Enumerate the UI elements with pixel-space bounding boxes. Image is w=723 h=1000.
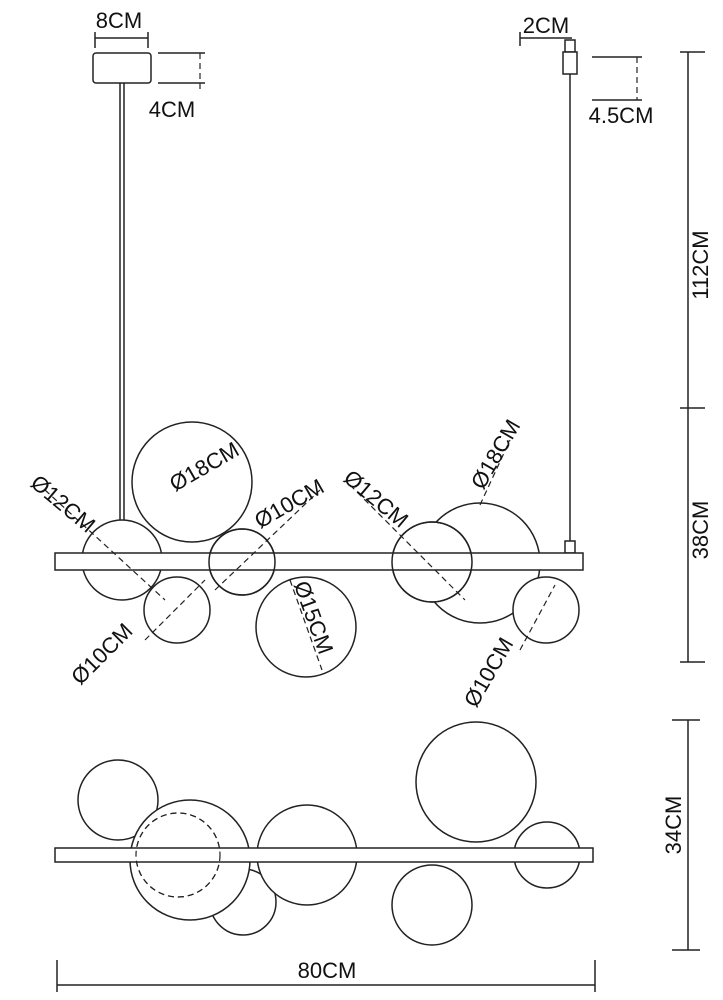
shade <box>131 421 253 543</box>
shade-outline <box>135 812 221 898</box>
dim-label: 4CM <box>149 97 195 122</box>
leader-line <box>349 484 466 601</box>
connector <box>564 39 576 53</box>
leader-line <box>289 579 323 671</box>
dim-label: 112CM <box>688 230 713 299</box>
connector <box>562 51 578 75</box>
shade <box>415 721 537 843</box>
canopy <box>92 52 152 84</box>
shade <box>512 576 580 644</box>
shade-label: Ø12CM <box>339 465 413 533</box>
leader-line <box>519 584 556 651</box>
shade <box>143 576 211 644</box>
bar <box>54 552 584 571</box>
shade <box>255 576 357 678</box>
leader-line <box>144 579 206 641</box>
dim-label: 8CM <box>96 8 142 33</box>
shade-label: Ø10CM <box>250 474 328 534</box>
shade-label: Ø10CM <box>459 633 519 711</box>
dim-label: 4.5CM <box>589 103 654 128</box>
bar <box>54 847 594 863</box>
shade-label: Ø18CM <box>466 415 526 493</box>
cable-clamp <box>564 540 576 554</box>
shade <box>391 864 473 946</box>
shade <box>208 528 276 596</box>
shade-label: Ø12CM <box>26 470 100 538</box>
shade-label: Ø10CM <box>66 618 137 689</box>
leader-line <box>479 439 511 506</box>
dim-label: 38CM <box>688 501 713 560</box>
dim-label: 80CM <box>298 958 357 983</box>
leader-line <box>44 489 166 601</box>
dim-label: 34CM <box>661 796 686 855</box>
shade <box>391 521 473 603</box>
shade <box>77 759 159 841</box>
leader-line <box>214 489 321 591</box>
dim-label: 2CM <box>523 13 569 38</box>
